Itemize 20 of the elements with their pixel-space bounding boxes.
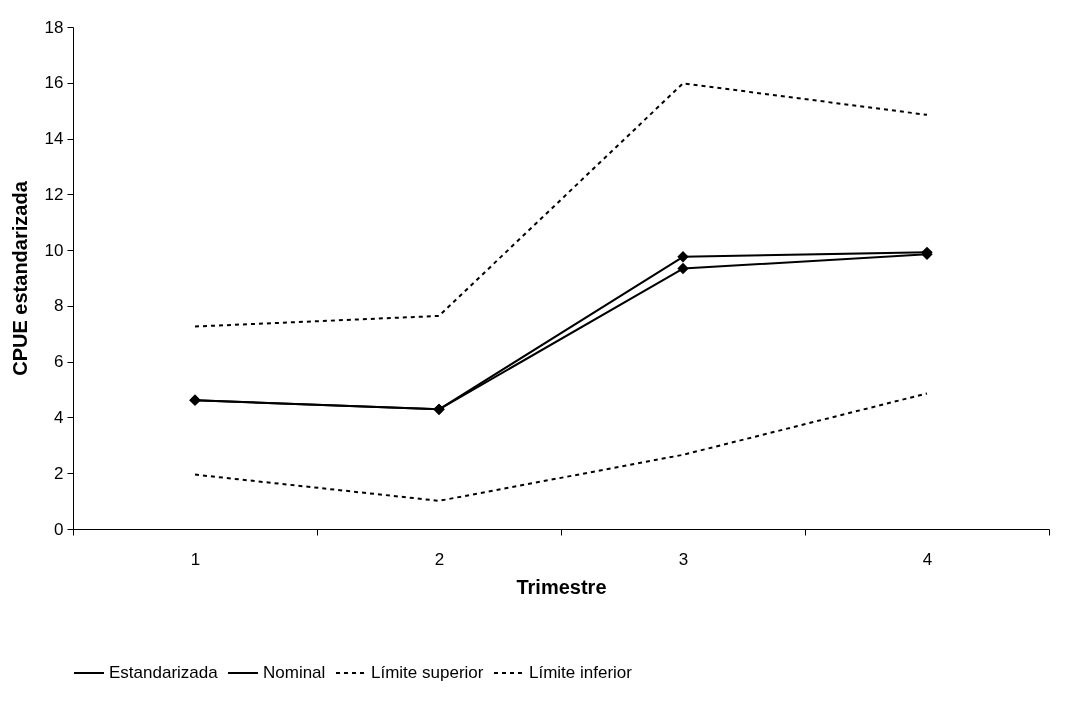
y-tick-label: 2 (54, 463, 64, 483)
legend-label: Nominal (263, 663, 326, 682)
y-tick-label: 18 (44, 17, 64, 37)
y-tick-label: 12 (44, 184, 64, 204)
y-axis-title: CPUE estandarizada (8, 180, 31, 376)
x-tick-label: 1 (190, 549, 201, 569)
y-tick-label: 6 (54, 352, 64, 372)
y-tick-label: 0 (54, 519, 64, 539)
y-tick-label: 16 (44, 73, 64, 93)
y-tick-label: 10 (44, 240, 64, 260)
legend-label: Límite inferior (529, 663, 633, 682)
x-axis-title: Trimestre (516, 575, 607, 598)
x-tick-label: 3 (678, 549, 689, 569)
legend-label: Límite superior (371, 663, 484, 682)
y-tick-label: 8 (54, 296, 64, 316)
x-tick-label: 2 (434, 549, 445, 569)
x-tick-label: 4 (922, 549, 933, 569)
y-tick-label: 14 (44, 129, 64, 149)
legend-label: Estandarizada (109, 663, 219, 682)
y-tick-label: 4 (54, 407, 64, 427)
